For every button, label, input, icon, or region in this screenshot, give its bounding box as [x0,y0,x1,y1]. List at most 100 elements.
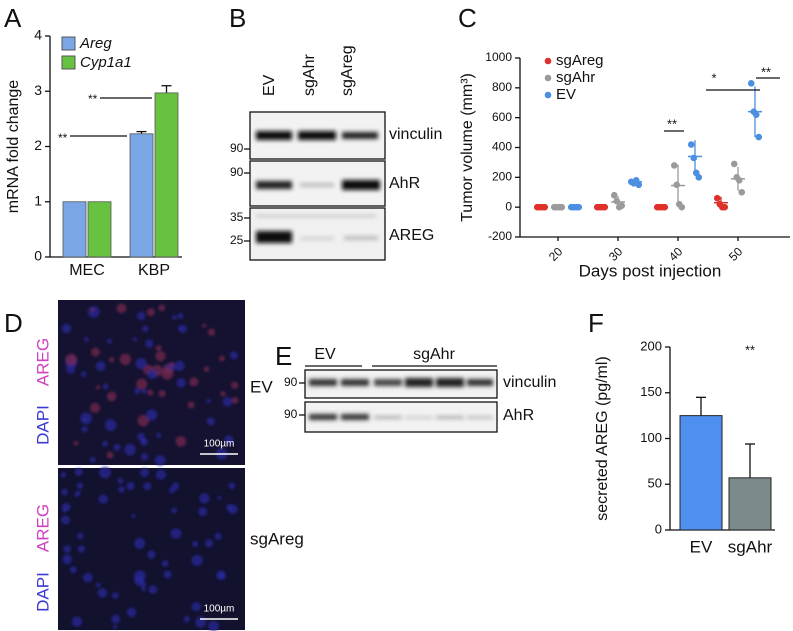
speckle [132,337,138,342]
lane-label: sgAhr [301,54,318,96]
scale-bar-label: 100µm [204,439,235,450]
stain-label: AREG [33,338,52,386]
speckle [140,438,146,443]
speckle [137,415,149,427]
speckle [142,325,149,332]
speckle [76,482,84,489]
speckle [60,472,67,478]
speckle [145,339,154,348]
row-label: AhR [389,175,420,192]
speckle [148,585,158,594]
speckle [134,387,141,395]
point [695,174,703,181]
mw-marker: 35 [230,210,244,224]
speckle [169,362,175,368]
micrograph [58,300,245,465]
speckle [104,419,117,432]
panel-letter: C [458,3,477,33]
speckle [134,575,145,586]
speckle [81,426,88,433]
bar [129,133,154,258]
speckle [63,545,71,553]
speckle [158,390,166,398]
condition-label: sgAreg [250,529,304,548]
stain-label: AREG [33,504,52,552]
speckle [95,385,101,390]
legend-label: sgAreg [556,52,604,69]
speckle [74,468,83,476]
bar [62,201,87,258]
speckle [143,482,152,491]
speckle [229,351,238,360]
speckle [146,308,155,317]
speckle [117,486,125,493]
point [670,162,678,169]
x-axis-label: Days post injection [579,261,722,280]
speckle [192,541,199,548]
speckle [117,477,124,484]
speckle [154,455,166,466]
y-tick-label: 0 [505,199,512,213]
speckle [176,378,186,388]
speckle [141,389,147,394]
speckle [206,417,215,426]
y-tick-label: 0 [34,248,42,264]
speckle [126,481,135,491]
speckle [177,325,184,332]
speckle [217,495,222,500]
speckle [231,381,239,389]
speckle [107,338,113,344]
y-tick-label: 800 [492,80,512,94]
y-tick-label: -200 [488,229,512,243]
panel-letter: A [4,3,22,33]
stain-label: DAPI [33,405,52,445]
point [738,188,746,196]
speckle [161,560,169,567]
speckle [171,315,177,321]
speckle [76,490,81,495]
y-axis-label: Tumor volume (mm³) [459,73,476,222]
bar [154,92,179,258]
y-tick-label: 200 [640,338,662,353]
y-tick-label: 600 [492,110,512,124]
speckle [189,377,199,387]
blot-e: EV sgAhr 90 90 vinculin AhR [284,346,556,433]
row-label: AREG [389,227,434,244]
y-tick-label: 1 [34,192,42,208]
row-label: AhR [503,407,534,424]
speckle [80,371,87,377]
bar [679,415,723,531]
speckle [158,304,166,312]
significance: ** [745,342,755,357]
bar [728,477,772,531]
speckle [141,587,146,592]
speckle [137,311,146,321]
significance: ** [667,116,677,131]
speckle [109,357,115,363]
speckle [71,616,83,627]
speckle [174,360,185,371]
speckle [116,303,127,314]
speckle [77,545,85,553]
panel-letter: D [4,308,23,338]
speckle [170,528,182,539]
point [730,160,738,168]
condition-label: EV [250,377,273,396]
speckle [163,570,172,579]
speckle [222,397,233,407]
speckle [98,494,108,504]
legend-marker [544,91,552,99]
panel-d: 100µm 100µm AREG DAPI AREG DAPI EV sgAre… [33,300,304,631]
mw-marker: 90 [284,375,298,389]
y-tick-label: 400 [492,140,512,154]
speckle [191,554,203,567]
x-tick-label: KBP [138,262,170,279]
lane-label: EV [261,74,278,96]
x-tick-label: 20 [546,244,566,264]
speckle [147,389,154,396]
significance: ** [88,92,98,106]
speckle [208,620,219,631]
legend-marker [544,74,552,82]
speckle [89,456,96,463]
